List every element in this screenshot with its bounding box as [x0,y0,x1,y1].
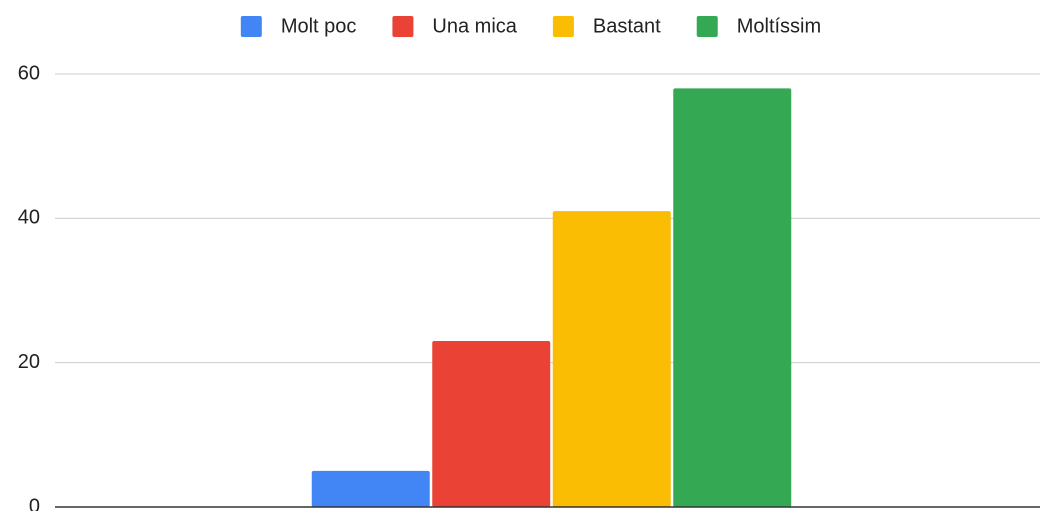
legend-swatch [240,16,262,37]
bar [311,470,430,507]
bar [673,88,792,507]
bar [552,211,671,507]
legend-swatch [392,16,414,37]
legend-label: Bastant [593,15,661,37]
legend-swatch [552,16,574,37]
y-tick-label: 40 [18,207,40,229]
legend-swatch [696,16,718,37]
legend-label: Una mica [432,15,517,37]
bar [432,341,551,507]
y-tick-label: 60 [18,62,40,84]
legend-label: Molt poc [281,15,357,37]
y-tick-label: 0 [29,495,40,511]
y-tick-label: 20 [18,351,40,373]
legend-label: Moltíssim [737,15,821,37]
